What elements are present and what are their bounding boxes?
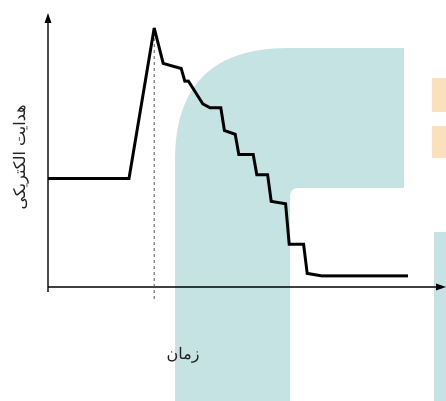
watermark-block-right xyxy=(434,232,446,401)
series-line-1 xyxy=(48,27,408,278)
series-group xyxy=(48,27,408,278)
watermark-arch xyxy=(175,48,404,401)
watermark-accent-bottom xyxy=(432,126,446,158)
watermark-accent-top xyxy=(432,78,446,112)
x-axis-arrow xyxy=(436,283,446,291)
y-axis-arrow xyxy=(44,13,52,23)
watermark-logo xyxy=(175,48,446,401)
axes xyxy=(44,13,446,292)
y-axis-label: هدایت الکتریکی xyxy=(10,105,29,210)
x-axis-label: زمان xyxy=(167,344,200,363)
